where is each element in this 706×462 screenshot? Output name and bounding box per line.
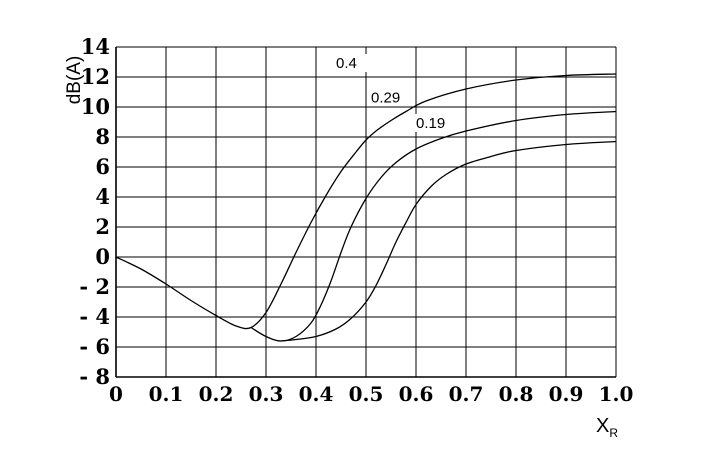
series-label-0_29: 0.29 bbox=[371, 90, 400, 107]
x-tick-label: 1.0 bbox=[599, 382, 634, 406]
y-tick-label: 4 bbox=[95, 184, 110, 209]
y-tick-label: - 2 bbox=[79, 274, 110, 299]
series-label-background bbox=[368, 88, 412, 107]
x-tick-label: 0.1 bbox=[149, 382, 184, 406]
x-axis-label-main: X bbox=[596, 415, 609, 437]
x-tick-label: 0.7 bbox=[449, 382, 484, 406]
x-axis-label: XR bbox=[596, 415, 618, 440]
x-tick-label: 0.3 bbox=[249, 382, 284, 406]
y-tick-label: - 6 bbox=[79, 334, 110, 359]
y-tick-label: 2 bbox=[95, 214, 110, 239]
x-tick-label: 0 bbox=[109, 382, 123, 406]
x-tick-label: 0.9 bbox=[549, 382, 584, 406]
series-label-background bbox=[333, 54, 368, 72]
x-tick-label: 0.6 bbox=[399, 382, 434, 406]
y-tick-label: 12 bbox=[81, 64, 110, 89]
series-label-background bbox=[413, 114, 457, 132]
series-line-0_19 bbox=[280, 140, 617, 342]
x-axis-label-subscript: R bbox=[609, 426, 618, 440]
series-label-0_19: 0.19 bbox=[416, 115, 445, 132]
y-tick-label: 0 bbox=[95, 244, 110, 269]
y-tick-label: 10 bbox=[81, 94, 110, 119]
y-tick-labels: 14 12 10 8 6 4 2 0 - 2 - 4 - 6 - 8 bbox=[79, 34, 110, 389]
y-tick-label: 8 bbox=[95, 124, 110, 149]
y-axis-label: dB(A) bbox=[64, 56, 85, 105]
axes bbox=[115, 47, 616, 378]
x-tick-label: 0.2 bbox=[199, 382, 234, 406]
series-curves bbox=[115, 73, 617, 342]
y-tick-label: - 4 bbox=[79, 304, 110, 329]
y-tick-label: 14 bbox=[81, 34, 110, 59]
x-tick-label: 0.4 bbox=[299, 382, 334, 406]
y-tick-label: 6 bbox=[95, 154, 110, 179]
series-labels: 0.4 0.29 0.19 bbox=[333, 54, 457, 132]
series-label-0_4: 0.4 bbox=[336, 55, 357, 72]
x-tick-labels: 0 0.1 0.2 0.3 0.4 0.5 0.6 0.7 0.8 0.9 1.0 bbox=[109, 382, 633, 406]
y-tick-label: - 8 bbox=[79, 364, 110, 389]
x-tick-label: 0.8 bbox=[499, 382, 534, 406]
series-line-0_29 bbox=[250, 110, 617, 342]
grid bbox=[115, 46, 617, 378]
series-line-0_4 bbox=[115, 73, 617, 330]
x-tick-label: 0.5 bbox=[349, 382, 384, 406]
